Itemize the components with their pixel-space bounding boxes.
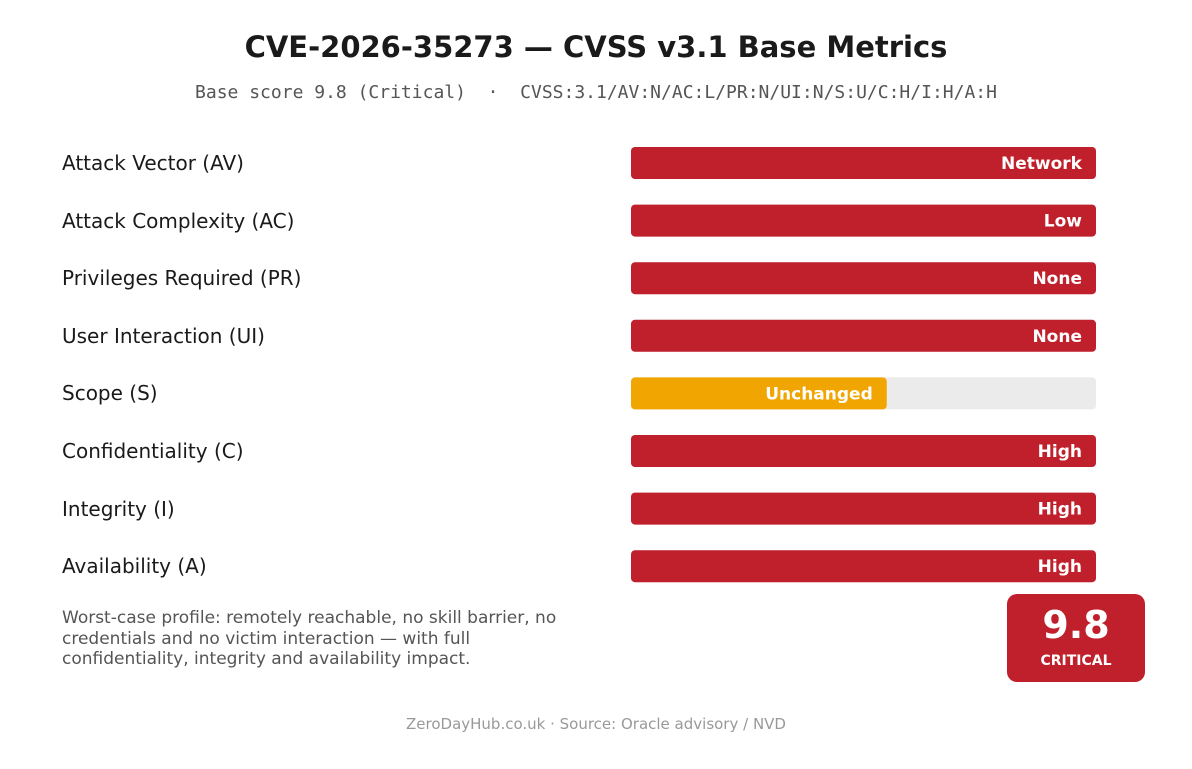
badge-score: 9.8 xyxy=(1042,603,1110,647)
bar xyxy=(631,377,887,410)
metric-label: Confidentiality (C) xyxy=(62,439,244,463)
bar xyxy=(631,550,1096,583)
bar xyxy=(631,204,1096,237)
profile-note: Worst-case profile: remotely reachable, … xyxy=(62,608,557,669)
metric-label: Scope (S) xyxy=(62,381,158,406)
footer-source: ZeroDayHub.co.uk · Source: Oracle adviso… xyxy=(406,715,786,733)
chart-title: CVE-2026-35273 — CVSS v3.1 Base Metrics xyxy=(244,30,948,64)
metric-label: Availability (A) xyxy=(62,554,207,579)
bar-value-label: Network xyxy=(1001,154,1083,174)
bar-value-label: Low xyxy=(1044,212,1083,232)
metric-label: Integrity (I) xyxy=(62,496,175,521)
badge-level: CRITICAL xyxy=(1040,653,1112,669)
bar xyxy=(631,319,1096,352)
bar-value-label: High xyxy=(1038,442,1082,462)
metric-label: Attack Vector (AV) xyxy=(62,151,244,175)
chart-subtitle: Base score 9.8 (Critical) · CVSS:3.1/AV:… xyxy=(195,82,997,103)
bar-value-label: None xyxy=(1032,269,1082,289)
bar-value-label: Unchanged xyxy=(765,384,873,404)
bar xyxy=(631,147,1096,179)
metric-label: Attack Complexity (AC) xyxy=(62,208,295,233)
metric-label: Privileges Required (PR) xyxy=(62,266,302,291)
bar xyxy=(631,492,1096,525)
bar-value-label: High xyxy=(1038,500,1082,520)
bar-value-label: High xyxy=(1038,557,1082,577)
bar xyxy=(631,262,1096,295)
score-badge: 9.8 CRITICAL xyxy=(1007,594,1145,682)
bar-value-label: None xyxy=(1032,327,1082,347)
bar xyxy=(631,435,1096,467)
metric-label: User Interaction (UI) xyxy=(62,323,265,348)
